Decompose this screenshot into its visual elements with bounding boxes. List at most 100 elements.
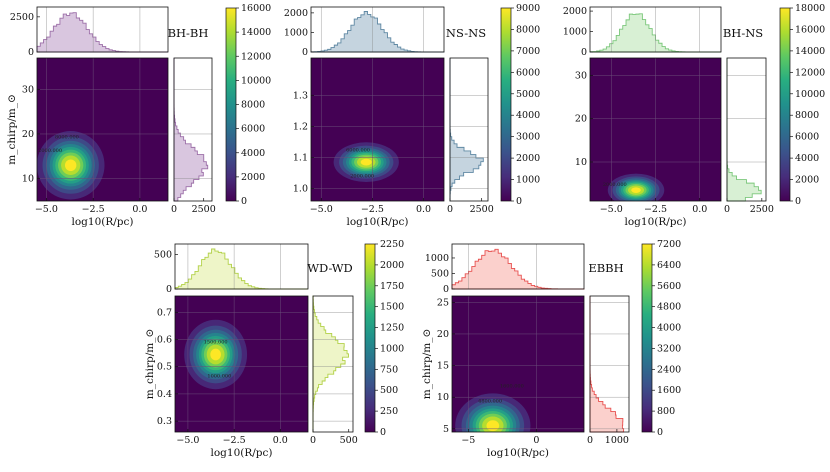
colorbar-tick-label: 12000 xyxy=(241,51,271,62)
colorbar-tick-label: 2000 xyxy=(380,260,404,271)
x-tick-label: 0 xyxy=(533,435,539,446)
contour-label: 6000.000 xyxy=(346,147,370,153)
colorbar-tick-label: 6000 xyxy=(795,132,819,143)
x-axis-label: log10(R/pc) xyxy=(346,216,408,228)
contour-level-9 xyxy=(64,159,77,172)
top-histogram xyxy=(310,11,445,53)
colorbar-tick-label: 0 xyxy=(795,196,801,207)
right-histogram xyxy=(312,295,349,433)
y-tick-label: 1.3 xyxy=(293,90,308,101)
contour-label: 8000.000 xyxy=(55,134,79,140)
x-axis-label: log10(R/pc) xyxy=(210,447,272,459)
right-x-tick-label: 1000 xyxy=(605,435,629,446)
y-tick-label: 0.5 xyxy=(157,362,172,373)
top-histogram xyxy=(451,248,585,290)
right-axes-frame xyxy=(312,295,354,433)
colorbar-tick-label: 5600 xyxy=(657,281,681,292)
colorbar-tick-label: 2250 xyxy=(380,239,404,250)
right-axes-frame xyxy=(589,295,630,433)
x-tick-label: −2.5 xyxy=(223,435,246,446)
y-tick-label: 10 xyxy=(22,174,34,185)
top-y-tick-label: 2000 xyxy=(563,6,587,17)
y-tick-label: 0.4 xyxy=(157,389,172,400)
top-y-tick-label: 2500 xyxy=(10,12,34,23)
colorbar-tick-label: 6400 xyxy=(657,260,681,271)
right-x-tick-label: 0 xyxy=(724,204,730,215)
right-histogram xyxy=(173,58,209,202)
main-axes-frame xyxy=(174,295,309,433)
x-axis-label: log10(R/pc) xyxy=(487,447,549,459)
colorbar-tick-label: 2000 xyxy=(241,172,265,183)
top-y-tick-label: 0 xyxy=(302,47,308,58)
colorbar-tick-label: 5000 xyxy=(516,89,540,100)
colorbar-tick-label: 3200 xyxy=(657,343,681,354)
x-tick-label: −2.5 xyxy=(361,204,384,215)
colorbar xyxy=(364,243,376,433)
right-x-tick-label: 0 xyxy=(447,204,453,215)
right-x-tick-label: 2500 xyxy=(192,204,216,215)
contour-level-9 xyxy=(486,420,500,432)
colorbar-tick-label: 6000 xyxy=(241,124,265,135)
colorbar-tick-label: 1750 xyxy=(380,281,404,292)
right-x-tick-label: 2500 xyxy=(750,204,774,215)
y-tick-label: 15 xyxy=(437,361,449,372)
right-x-tick-label: 2500 xyxy=(470,204,494,215)
y-tick-label: 1.0 xyxy=(293,184,308,195)
top-axes-frame xyxy=(36,6,169,53)
y-tick-label: 10 xyxy=(437,392,449,403)
top-axes-frame xyxy=(174,243,309,290)
colorbar-tick-label: 0 xyxy=(380,427,386,438)
panel-ns-ns: 6000.000 2000.000 −5.0 −2.5 0.0 1.0 1.1 1.2 1.3 l… xyxy=(284,3,540,228)
colorbar-tick-label: 9000 xyxy=(516,3,540,14)
contour-label: 1000.000 xyxy=(207,374,231,380)
x-tick-label: 0.0 xyxy=(416,204,431,215)
colorbar-tick-label: 4000 xyxy=(657,323,681,334)
panel-bh-ns: 2000.000 −5.0 −2.5 0.0 10 20 30 log10(R/pc) 0 100… xyxy=(563,3,825,228)
panel-title: WD-WD xyxy=(307,261,353,275)
colorbar-tick-label: 8000 xyxy=(795,110,819,121)
top-y-tick-label: 1000 xyxy=(284,27,308,38)
panel-ebbh: 4800.000 1600.000 −5 0 5 10 15 20 25 log10(R/pc) m… xyxy=(421,239,681,459)
y-tick-label: 0.6 xyxy=(157,335,172,346)
colorbar-tick-label: 2400 xyxy=(657,364,681,375)
colorbar-tick-label: 0 xyxy=(657,427,663,438)
y-tick-label: 20 xyxy=(437,329,449,340)
colorbar-tick-label: 2000 xyxy=(795,175,819,186)
x-tick-label: 0.0 xyxy=(132,204,147,215)
contour-label: 1600.000 xyxy=(500,384,524,390)
y-tick-label: 25 xyxy=(437,297,449,308)
main-axes-frame xyxy=(36,57,169,202)
colorbar-tick-label: 8000 xyxy=(241,100,265,111)
y-tick-label: 1.1 xyxy=(293,152,308,163)
top-y-tick-label: 500 xyxy=(431,268,449,279)
colorbar xyxy=(779,7,791,202)
colorbar-tick-label: 4000 xyxy=(516,110,540,121)
contour-label: 4800.000 xyxy=(478,398,502,404)
top-histogram xyxy=(36,12,169,53)
right-axes-frame xyxy=(449,57,489,202)
x-tick-label: −5.0 xyxy=(310,204,333,215)
main-axes-frame xyxy=(310,57,445,202)
y-axis-label: m_chirp/m_⊙ xyxy=(421,329,433,400)
colorbar-tick-label: 16000 xyxy=(241,3,271,14)
contour-label: 1500.000 xyxy=(204,340,228,346)
right-histogram xyxy=(449,58,484,202)
top-y-tick-label: 0 xyxy=(443,284,449,295)
x-tick-label: −5.0 xyxy=(35,204,58,215)
main-axes-frame xyxy=(451,295,585,433)
y-axis-label: m_chirp/m_⊙ xyxy=(6,94,18,165)
x-tick-label: −5.0 xyxy=(176,435,199,446)
contour-level-9 xyxy=(631,187,641,193)
colorbar-tick-label: 12000 xyxy=(795,67,825,78)
colorbar-tick-label: 6000 xyxy=(516,67,540,78)
y-axis-label: m_chirp/m_⊙ xyxy=(144,329,156,400)
y-tick-label: 20 xyxy=(575,114,587,125)
colorbar-tick-label: 800 xyxy=(657,406,675,417)
x-axis-label: log10(R/pc) xyxy=(71,216,133,228)
colorbar-tick-label: 0 xyxy=(241,196,247,207)
colorbar-tick-label: 14000 xyxy=(795,46,825,57)
x-tick-label: −5 xyxy=(461,435,475,446)
colorbar-tick-label: 18000 xyxy=(795,3,825,14)
top-axes-frame xyxy=(310,6,445,53)
